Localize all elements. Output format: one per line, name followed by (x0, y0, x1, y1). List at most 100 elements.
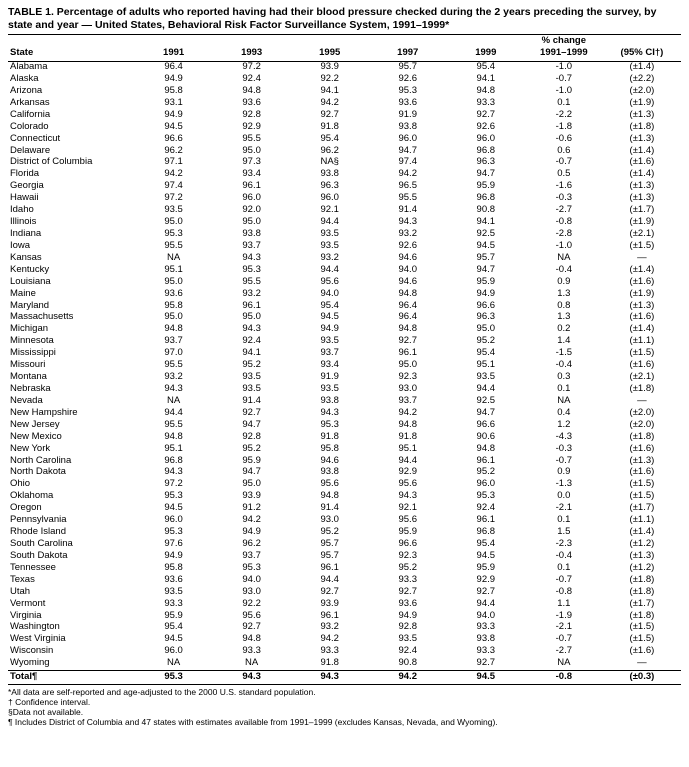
value-cell: 95.7 (291, 550, 369, 562)
table-row: West Virginia94.594.894.293.593.8-0.7(±1… (8, 634, 681, 646)
header-row-1: % change (8, 35, 681, 47)
state-cell: Rhode Island (8, 527, 135, 539)
value-cell: 95.9 (447, 562, 525, 574)
value-cell: 95.8 (291, 443, 369, 455)
value-cell: 95.9 (135, 610, 213, 622)
value-cell: 95.0 (135, 217, 213, 229)
table-row: Idaho93.592.092.191.490.8-2.7(±1.7) (8, 205, 681, 217)
value-cell: 93.8 (369, 121, 447, 133)
value-cell: 93.4 (291, 360, 369, 372)
table-row: Maryland95.896.195.496.496.60.8(±1.3) (8, 300, 681, 312)
value-cell: 90.8 (447, 205, 525, 217)
value-cell: 95.8 (135, 300, 213, 312)
change-cell: -2.7 (525, 646, 603, 658)
table-row: Delaware96.295.096.294.796.80.6(±1.4) (8, 145, 681, 157)
value-cell: 94.2 (369, 169, 447, 181)
value-cell: NA (135, 395, 213, 407)
change-cell: -0.7 (525, 574, 603, 586)
value-cell: 95.1 (369, 443, 447, 455)
ci-cell: (±1.3) (603, 109, 681, 121)
state-cell: Georgia (8, 181, 135, 193)
value-cell: 95.9 (447, 276, 525, 288)
value-cell: 92.3 (369, 550, 447, 562)
table-head: % change State 1991 1993 1995 1997 1999 … (8, 35, 681, 61)
state-cell: South Carolina (8, 538, 135, 550)
change-cell: 0.8 (525, 300, 603, 312)
table-row: New York95.195.295.895.194.8-0.3(±1.6) (8, 443, 681, 455)
value-cell: 93.3 (135, 598, 213, 610)
change-cell: -2.2 (525, 109, 603, 121)
value-cell: 95.2 (291, 527, 369, 539)
value-cell: 94.5 (447, 550, 525, 562)
value-cell: 95.9 (369, 527, 447, 539)
value-cell: 97.2 (213, 61, 291, 73)
change-cell: -0.8 (525, 586, 603, 598)
value-cell: 96.3 (447, 157, 525, 169)
value-cell: 92.3 (369, 372, 447, 384)
ci-cell: (±2.2) (603, 74, 681, 86)
change-cell: -1.5 (525, 348, 603, 360)
value-cell: 93.6 (369, 598, 447, 610)
ci-cell: (±1.7) (603, 598, 681, 610)
value-cell: 94.4 (369, 455, 447, 467)
value-cell: 96.6 (447, 419, 525, 431)
value-cell: 93.8 (291, 467, 369, 479)
state-cell: Missouri (8, 360, 135, 372)
state-cell: West Virginia (8, 634, 135, 646)
value-cell: 95.4 (291, 300, 369, 312)
value-cell: 92.2 (291, 74, 369, 86)
state-cell: Florida (8, 169, 135, 181)
value-cell: 95.1 (135, 443, 213, 455)
value-cell: 96.0 (447, 133, 525, 145)
table-row: New Mexico94.892.891.891.890.6-4.3(±1.8) (8, 431, 681, 443)
state-cell: Pennsylvania (8, 515, 135, 527)
state-cell: Indiana (8, 229, 135, 241)
change-cell: 0.9 (525, 276, 603, 288)
value-cell: 93.9 (213, 491, 291, 503)
state-cell: Washington (8, 622, 135, 634)
table-row: Connecticut96.695.595.496.096.0-0.6(±1.3… (8, 133, 681, 145)
value-cell: 92.7 (213, 622, 291, 634)
change-cell: 0.1 (525, 383, 603, 395)
value-cell: 94.4 (291, 264, 369, 276)
value-cell: 92.1 (291, 205, 369, 217)
change-cell: -1.6 (525, 181, 603, 193)
total-row: Total¶ 95.3 94.3 94.3 94.2 94.5 -0.8 (±0… (8, 670, 681, 684)
state-cell: Utah (8, 586, 135, 598)
value-cell: 92.4 (213, 74, 291, 86)
value-cell: 92.8 (369, 622, 447, 634)
table-row: New Hampshire94.492.794.394.294.70.4(±2.… (8, 407, 681, 419)
ci-head: (95% CI†) (603, 47, 681, 61)
change-cell: -0.3 (525, 193, 603, 205)
table-row: Utah93.593.092.792.792.7-0.8(±1.8) (8, 586, 681, 598)
state-cell: Minnesota (8, 336, 135, 348)
value-cell: 94.4 (291, 217, 369, 229)
total-val: 94.3 (291, 670, 369, 684)
table-row: Ohio97.295.095.695.696.0-1.3(±1.5) (8, 479, 681, 491)
state-cell: New Mexico (8, 431, 135, 443)
value-cell: 93.2 (369, 229, 447, 241)
value-cell: 96.4 (369, 300, 447, 312)
ci-cell: (±1.2) (603, 562, 681, 574)
value-cell: 96.0 (213, 193, 291, 205)
value-cell: 94.7 (447, 169, 525, 181)
table-row: Alaska94.992.492.292.694.1-0.7(±2.2) (8, 74, 681, 86)
value-cell: 94.2 (369, 407, 447, 419)
table-row: North Dakota94.394.793.892.995.20.9(±1.6… (8, 467, 681, 479)
value-cell: 90.6 (447, 431, 525, 443)
table-row: District of Columbia97.197.3NA§97.496.3-… (8, 157, 681, 169)
change-cell: 0.1 (525, 97, 603, 109)
value-cell: 94.3 (291, 407, 369, 419)
state-cell: Colorado (8, 121, 135, 133)
value-cell: 95.2 (213, 443, 291, 455)
state-cell: Delaware (8, 145, 135, 157)
change-cell: 0.9 (525, 467, 603, 479)
table-row: Rhode Island95.394.995.295.996.81.5(±1.4… (8, 527, 681, 539)
value-cell: 96.3 (447, 312, 525, 324)
value-cell: 94.5 (135, 121, 213, 133)
table-row: Montana93.293.591.992.393.50.3(±2.1) (8, 372, 681, 384)
ci-cell: (±1.9) (603, 217, 681, 229)
value-cell: 93.3 (447, 622, 525, 634)
value-cell: 94.8 (447, 443, 525, 455)
ci-cell: (±1.4) (603, 324, 681, 336)
